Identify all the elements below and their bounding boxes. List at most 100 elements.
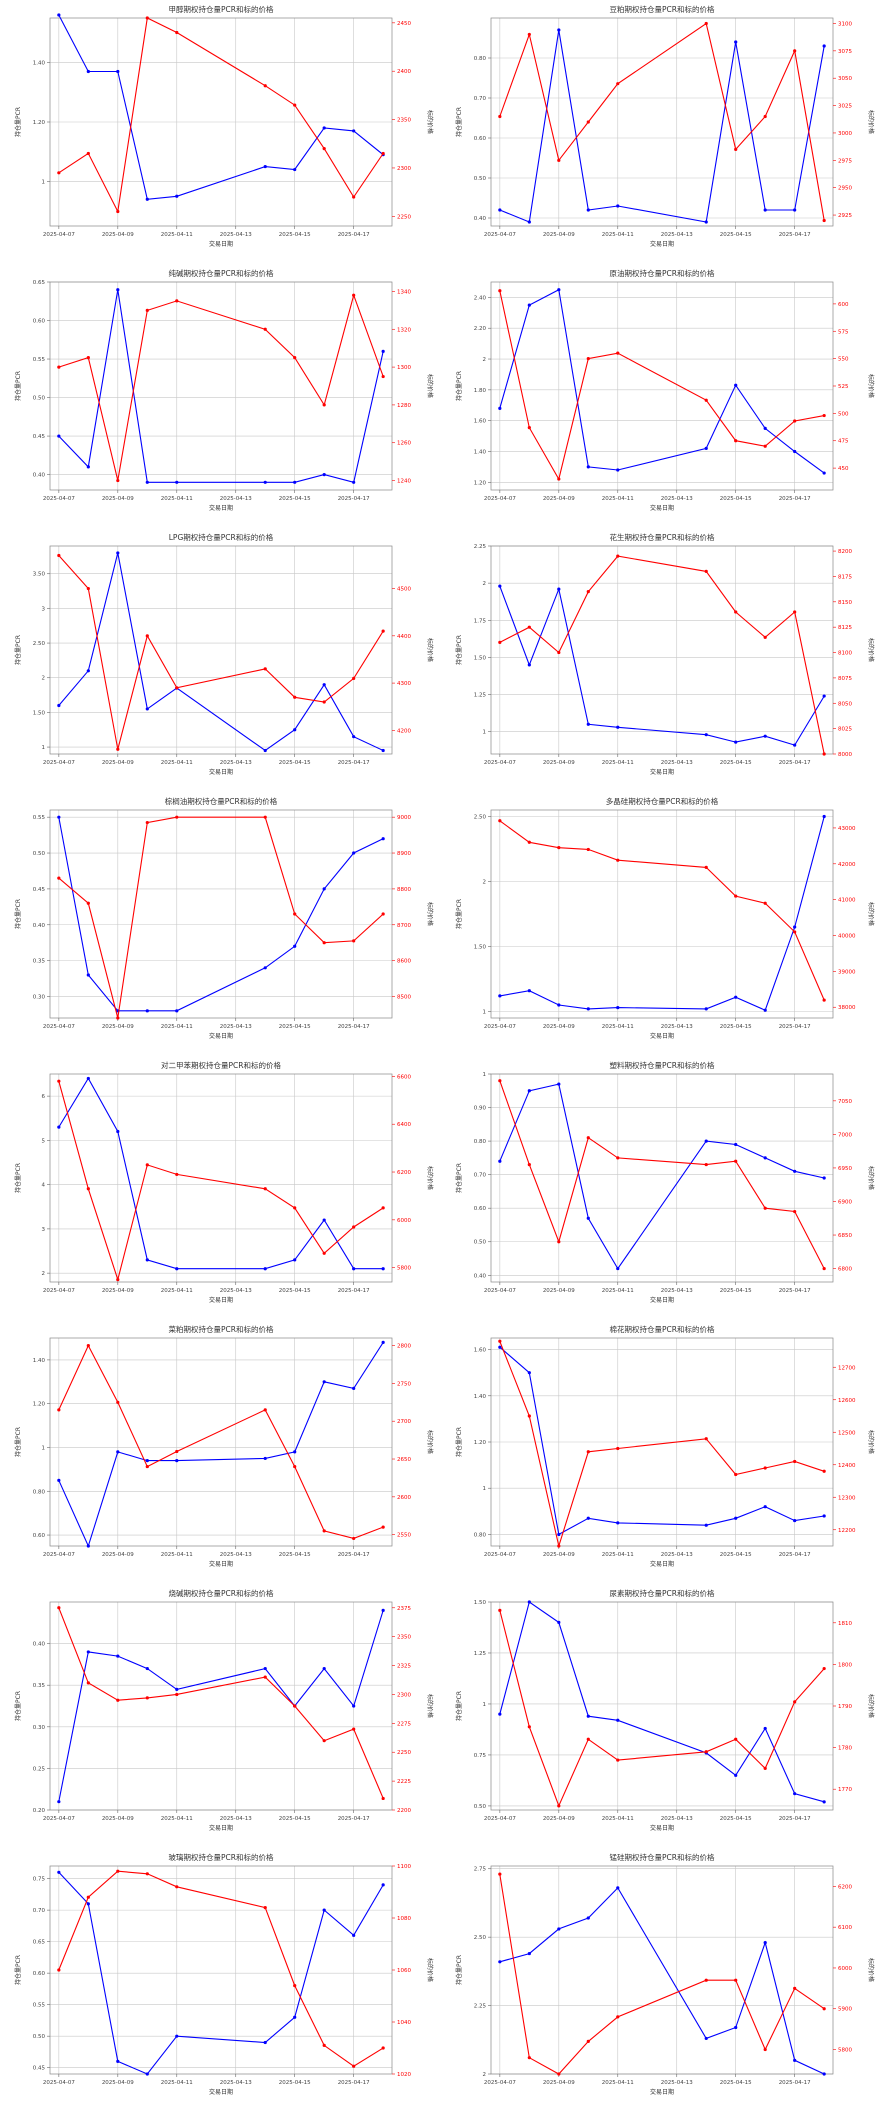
y2-tick-label: 1790 [838, 1704, 852, 1710]
pcr-point [86, 465, 90, 469]
y2-tick-label: 8025 [838, 727, 852, 733]
price-point [527, 1162, 531, 1167]
pcr-point [116, 288, 120, 292]
y2-tick-label: 8050 [838, 701, 852, 707]
chart-svg: 菜粕期权持仓量PCR和标的价格 2025-04-07 2025-04-09 2025-… [14, 1324, 434, 1568]
pcr-series-line [58, 1871, 384, 2075]
pcr-point [116, 2059, 120, 2063]
pcr-point [498, 1960, 502, 1964]
chart-svg: 甲醇期权持仓量PCR和标的价格 2025-04-07 2025-04-09 2025-… [14, 4, 434, 248]
y-tick-label: 1 [42, 1445, 46, 1451]
price-point [352, 1536, 356, 1541]
pcr-point [616, 1718, 620, 1722]
y-tick-label: 0.65 [33, 280, 46, 286]
x-tick-label: 2025-04-17 [779, 1552, 811, 1558]
pcr-point [734, 383, 738, 387]
y2-tick-label: 2550 [397, 1533, 411, 1539]
price-point [734, 439, 738, 443]
price-point [586, 590, 590, 594]
pcr-point [322, 1218, 326, 1222]
y2-tick-label: 2800 [397, 1344, 411, 1350]
price-series-line [499, 22, 825, 221]
x-axis-label: 交易日期 [650, 504, 674, 512]
pcr-point [86, 1076, 90, 1081]
price-point [498, 1079, 502, 1083]
x-tick-label: 2025-04-11 [161, 1024, 193, 1030]
pcr-point [734, 1773, 738, 1777]
x-tick-label: 2025-04-15 [279, 2080, 311, 2086]
y2-tick-label: 1320 [397, 327, 411, 333]
y-tick-label: 0.70 [474, 96, 487, 102]
y-tick-label: 1.25 [474, 693, 487, 699]
x-axis-label: 交易日期 [650, 2088, 674, 2096]
y-tick-label: 1.50 [474, 945, 487, 951]
price-point [586, 120, 590, 124]
y2-tick-label: 6100 [838, 1925, 852, 1931]
y-tick-label: 0.35 [33, 959, 46, 965]
y2-tick-label: 3025 [838, 104, 852, 110]
x-tick-label: 2025-04-07 [43, 1552, 75, 1558]
y-tick-label: 0.55 [33, 357, 46, 363]
x-tick-label: 2025-04-17 [338, 1816, 370, 1822]
plot-frame [490, 17, 834, 227]
pcr-point [57, 1478, 61, 1482]
y-tick-label: 1.40 [33, 1358, 46, 1364]
y2-tick-label: 8075 [838, 676, 852, 682]
price-point [498, 289, 502, 293]
price-point [498, 114, 502, 119]
x-tick-label: 2025-04-09 [543, 2080, 575, 2086]
y2-tick-label: 42000 [838, 862, 856, 868]
y2-tick-label: 3075 [838, 49, 852, 55]
pcr-point [116, 1129, 120, 1134]
y2-axis-label: 标的价格 [426, 1694, 434, 1718]
pcr-point [822, 1176, 826, 1180]
price-point [263, 815, 267, 819]
price-point [57, 1606, 61, 1610]
price-point [498, 1339, 502, 1343]
price-point [57, 365, 61, 369]
y2-tick-label: 2250 [397, 214, 411, 220]
price-point [557, 1804, 561, 1808]
x-tick-label: 2025-04-13 [220, 1816, 252, 1822]
price-point [57, 1408, 61, 1412]
price-point [322, 2043, 326, 2047]
chart-title: 豆粕期权持仓量PCR和标的价格 [610, 4, 715, 14]
price-point [352, 2064, 356, 2068]
chart-title: 塑料期权持仓量PCR和标的价格 [610, 1060, 715, 1070]
price-series-line [499, 555, 825, 755]
price-series-line [58, 1081, 384, 1282]
pcr-point [527, 220, 531, 224]
x-axis-label: 交易日期 [650, 240, 674, 248]
y2-axis-label: 标的价格 [426, 638, 434, 662]
pcr-point [381, 1883, 385, 1887]
chart-svg: 烧碱期权持仓量PCR和标的价格 2025-04-07 2025-04-09 2025-… [14, 1588, 434, 1832]
y2-tick-label: 6950 [838, 1166, 852, 1172]
price-point [616, 1446, 620, 1451]
pcr-point [616, 204, 620, 208]
price-point [763, 444, 767, 448]
y2-tick-label: 6200 [838, 1884, 852, 1890]
price-point [322, 941, 326, 945]
y2-tick-label: 6800 [838, 1267, 852, 1273]
y-tick-label: 1 [42, 179, 46, 185]
price-point [57, 553, 61, 558]
x-tick-label: 2025-04-15 [279, 496, 311, 502]
pcr-point [352, 735, 356, 739]
y2-tick-label: 500 [838, 411, 849, 417]
x-tick-label: 2025-04-11 [602, 2080, 634, 2086]
price-point [145, 1872, 149, 1876]
y2-tick-label: 1040 [397, 2020, 411, 2026]
y2-axis-label: 标的价格 [867, 374, 875, 398]
x-tick-label: 2025-04-13 [220, 2080, 252, 2086]
pcr-point [175, 1009, 179, 1013]
x-tick-label: 2025-04-15 [279, 1816, 311, 1822]
pcr-point [175, 480, 179, 484]
y2-tick-label: 2450 [397, 21, 411, 27]
price-point [793, 1459, 797, 1464]
x-tick-label: 2025-04-13 [220, 760, 252, 766]
price-point [704, 569, 708, 573]
y-tick-label: 1.80 [474, 388, 487, 394]
y2-tick-label: 1800 [838, 1662, 852, 1668]
pcr-point [57, 1800, 61, 1804]
y-tick-label: 0.70 [33, 1908, 46, 1914]
